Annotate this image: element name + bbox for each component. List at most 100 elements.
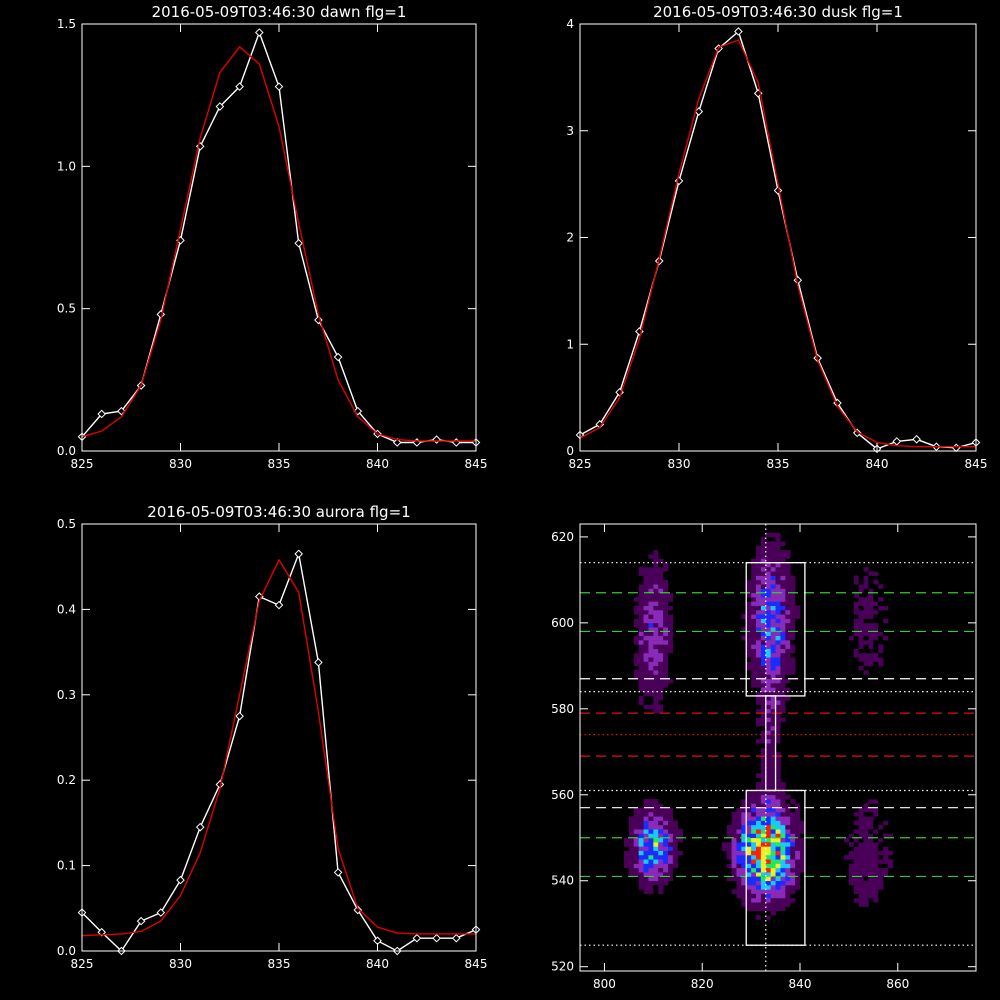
heatmap-cell: [756, 571, 762, 576]
heatmap-cell: [751, 665, 757, 671]
heatmap-cell: [633, 691, 639, 697]
heatmap-cell: [775, 524, 781, 529]
heatmap-cell: [765, 700, 771, 705]
x-tick-label: 840: [789, 977, 812, 991]
heatmap-cell: [765, 691, 771, 697]
heatmap-cell: [756, 597, 762, 602]
heatmap-cell: [756, 889, 762, 894]
heatmap-cell: [668, 657, 674, 662]
heatmap-cell: [751, 597, 757, 602]
heatmap-cell: [883, 906, 889, 912]
heatmap-cell: [848, 885, 855, 890]
heatmap-cell: [726, 863, 732, 869]
heatmap-cell: [780, 545, 786, 551]
heatmap-cell: [770, 562, 776, 568]
heatmap-cell: [780, 897, 786, 903]
heatmap-cell: [751, 605, 757, 611]
heatmap-cell: [760, 915, 767, 920]
heatmap-cell: [848, 846, 855, 851]
heatmap-cell: [858, 897, 864, 903]
heatmap-cell: [726, 854, 732, 860]
heatmap-cell: [741, 842, 747, 847]
heatmap-cell: [663, 708, 669, 714]
heatmap-cell: [863, 657, 869, 662]
heatmap-cell: [883, 640, 889, 645]
heatmap-cell: [858, 566, 864, 572]
heatmap-cell: [663, 579, 669, 585]
heatmap-cell: [863, 592, 869, 598]
heatmap-cell: [658, 872, 664, 877]
heatmap-cell: [648, 889, 654, 894]
heatmap-cell: [770, 614, 776, 619]
heatmap-cell: [785, 695, 791, 701]
heatmap-cell: [858, 919, 864, 925]
heatmap-cell: [653, 566, 659, 572]
heatmap-cell: [858, 902, 864, 907]
heatmap-cell: [868, 588, 874, 594]
heatmap-cell: [770, 730, 776, 735]
heatmap-cell: [653, 704, 659, 710]
heatmap-cell: [653, 695, 659, 701]
heatmap-cell: [648, 799, 654, 804]
heatmap-cell: [878, 665, 884, 671]
heatmap-cell: [765, 532, 771, 538]
heatmap-cell: [775, 541, 781, 546]
heatmap-cell: [765, 910, 771, 916]
heatmap-cell: [775, 678, 781, 684]
heatmap-cell: [873, 652, 879, 658]
heatmap-cell: [668, 885, 674, 890]
heatmap-cell: [800, 837, 806, 843]
heatmap-cell: [858, 614, 864, 619]
heatmap-cell: [853, 893, 859, 899]
heatmap-cell: [848, 644, 855, 649]
heatmap-cell: [780, 566, 786, 572]
heatmap-cell: [883, 876, 889, 882]
heatmap-cell: [765, 885, 771, 890]
heatmap-cell: [873, 811, 879, 817]
heatmap-cell: [873, 794, 879, 800]
heatmap-cell: [873, 872, 879, 877]
heatmap-cell: [633, 674, 639, 680]
heatmap-cell: [853, 627, 859, 632]
heatmap-cell: [668, 678, 674, 684]
heatmap-cell: [795, 605, 801, 611]
heatmap-cell: [741, 854, 747, 860]
heatmap-cell: [858, 854, 864, 860]
heatmap-cell: [804, 863, 811, 869]
heatmap-cell: [790, 833, 796, 839]
heatmap-cell: [770, 584, 776, 589]
heatmap-cell: [868, 846, 874, 851]
heatmap-cell: [643, 614, 649, 619]
heatmap-cell: [668, 652, 674, 658]
heatmap-cell: [863, 811, 869, 817]
heatmap-cell: [790, 605, 796, 611]
heatmap-cell: [863, 889, 869, 894]
heatmap-cell: [853, 592, 859, 598]
heatmap-cell: [756, 885, 762, 890]
heatmap-cell: [658, 867, 664, 873]
heatmap-cell: [858, 652, 864, 658]
heatmap-cell: [638, 854, 644, 860]
heatmap-cell: [648, 846, 654, 851]
y-tick-label: 1: [566, 337, 574, 351]
heatmap-cell: [756, 906, 762, 912]
heatmap-cell: [663, 829, 669, 834]
heatmap-cell: [638, 571, 644, 576]
heatmap-cell: [775, 734, 781, 740]
heatmap-cell: [658, 661, 664, 667]
heatmap-cell: [785, 541, 791, 546]
heatmap-cell: [633, 584, 639, 589]
heatmap-cell: [790, 584, 796, 589]
heatmap-cell: [756, 833, 762, 839]
heatmap-cell: [790, 579, 796, 585]
data-point-marker: [451, 438, 461, 447]
heatmap-cell: [868, 609, 874, 615]
heatmap-cell: [731, 889, 737, 894]
heatmap-cell: [648, 683, 654, 688]
heatmap-cell: [848, 850, 855, 856]
heatmap-cell: [663, 691, 669, 697]
heatmap-cell: [638, 575, 644, 581]
heatmap-cell: [751, 670, 757, 675]
heatmap-cell: [658, 880, 664, 886]
heatmap-cell: [800, 859, 806, 864]
